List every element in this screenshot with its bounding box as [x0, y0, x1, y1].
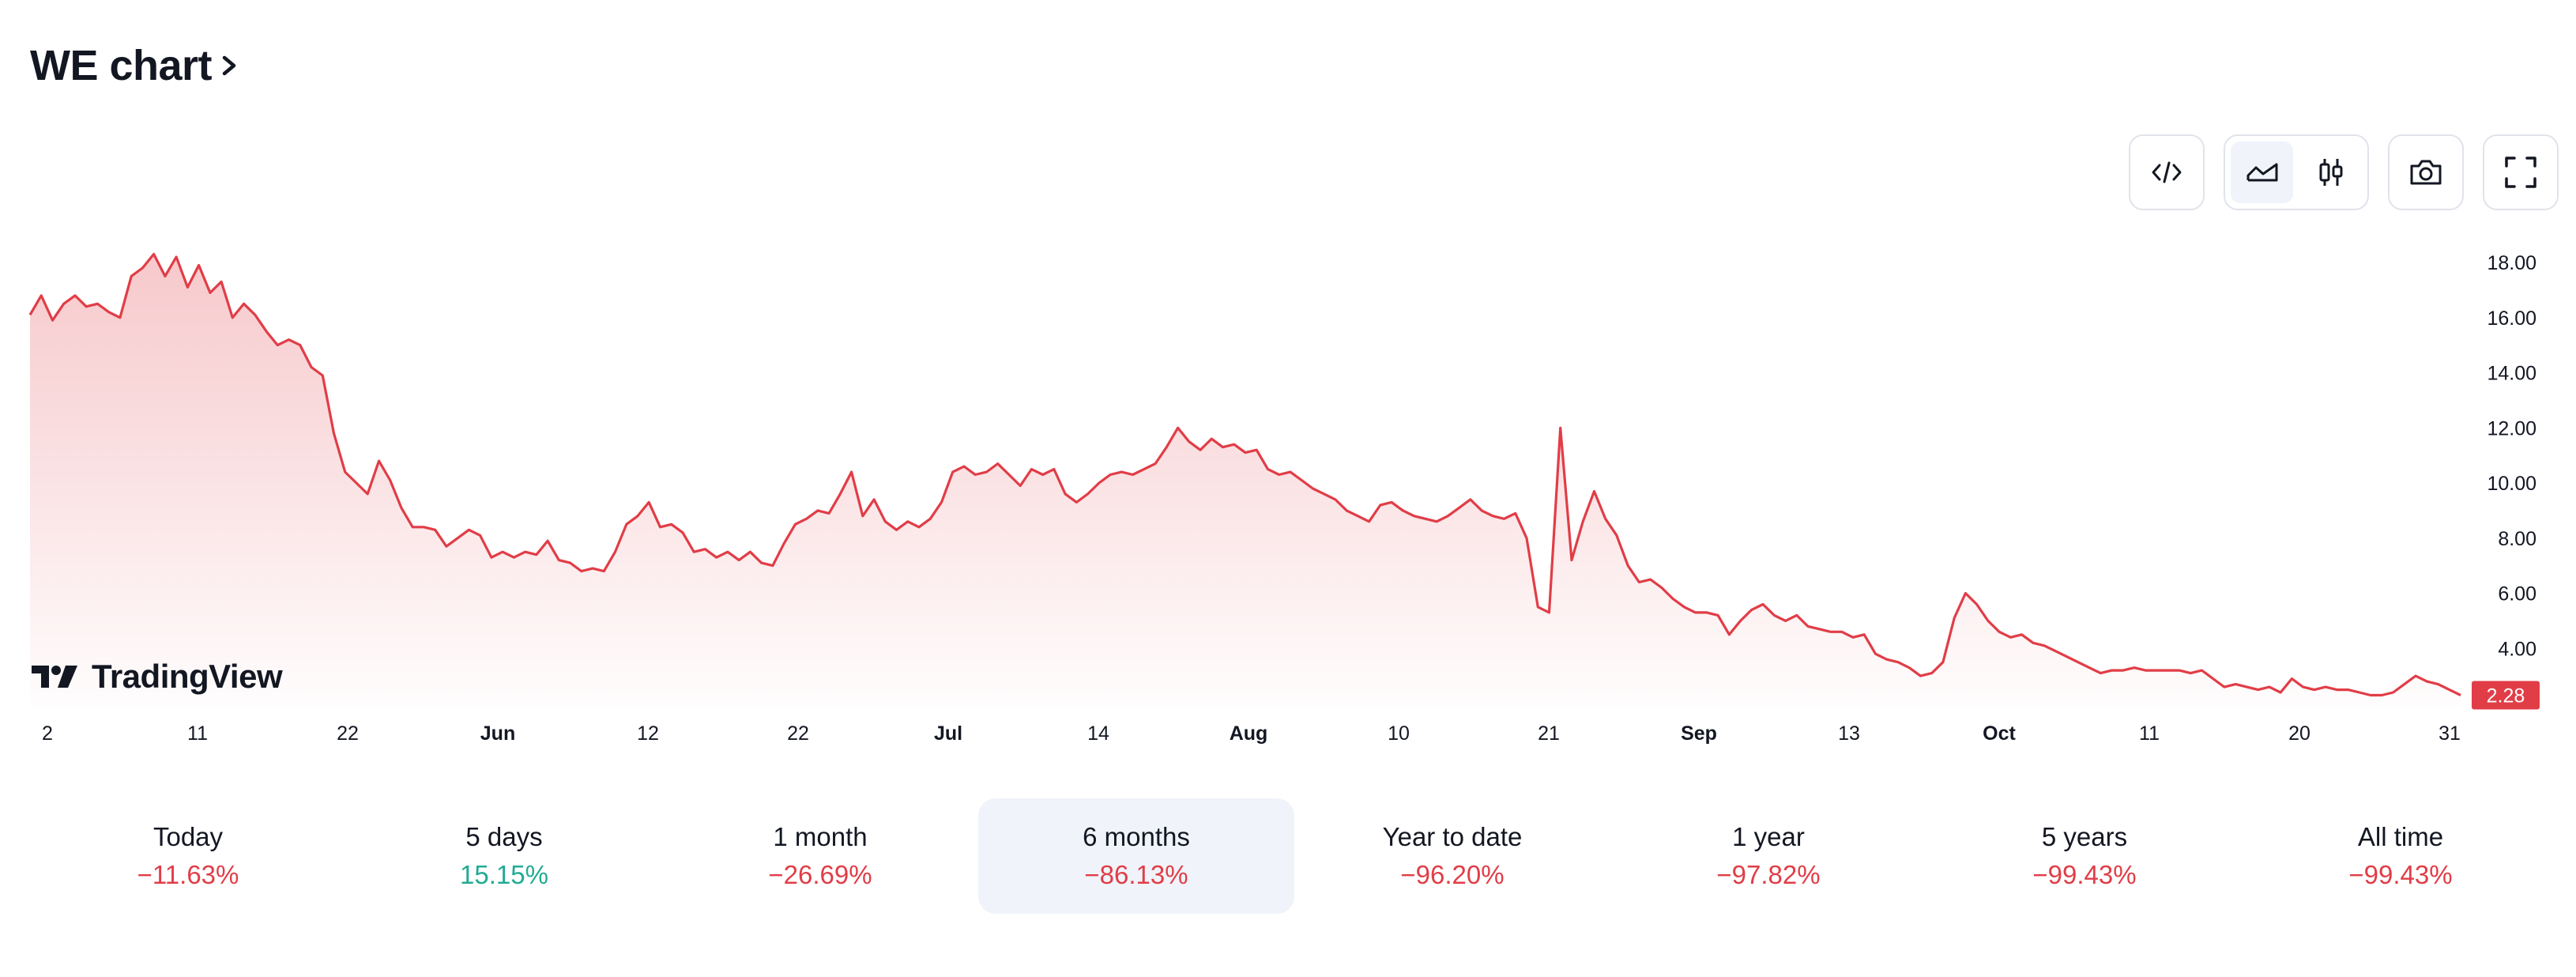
code-icon — [2152, 161, 2182, 183]
tradingview-logo[interactable]: TradingView — [32, 658, 283, 696]
page-title: WE chart — [30, 42, 213, 89]
period-change-value: −11.63% — [137, 860, 239, 889]
x-tick-label: 10 — [1388, 722, 1410, 745]
last-price-label: 2.28 — [2487, 685, 2525, 707]
period-tab[interactable]: Today −11.63% — [30, 798, 346, 914]
tradingview-logo-icon — [32, 666, 77, 688]
x-tick-label: Oct — [1983, 722, 2016, 745]
x-tick-label: 11 — [187, 722, 208, 745]
fullscreen-icon — [2505, 157, 2536, 188]
area-chart-icon — [2246, 163, 2277, 182]
y-tick-label: 6.00 — [2498, 583, 2536, 605]
area-chart-button[interactable] — [2231, 141, 2293, 203]
period-change-value: −96.20% — [1400, 860, 1505, 889]
chart-title-link[interactable]: WE chart — [30, 41, 240, 90]
period-change-value: −99.43% — [2348, 860, 2453, 889]
tradingview-logo-text: TradingView — [92, 658, 283, 695]
period-change-value: −86.13% — [1084, 860, 1188, 889]
y-tick-label: 4.00 — [2498, 638, 2536, 660]
embed-button[interactable] — [2129, 134, 2205, 210]
period-label: Year to date — [1382, 822, 1523, 851]
period-tab[interactable]: 5 days 15.15% — [346, 798, 662, 914]
x-tick-label: Jun — [480, 722, 515, 745]
camera-icon — [2410, 160, 2442, 185]
last-price-tag — [2472, 681, 2540, 710]
x-tick-label: Aug — [1230, 722, 1268, 745]
period-label: 6 months — [1083, 822, 1190, 851]
x-tick-label: 22 — [337, 722, 359, 745]
period-change-value: −26.69% — [768, 860, 872, 889]
fullscreen-button[interactable] — [2483, 134, 2559, 210]
period-tab[interactable]: All time −99.43% — [2243, 798, 2559, 914]
x-tick-label: 11 — [2139, 722, 2160, 745]
x-tick-label: 31 — [2439, 722, 2461, 745]
period-label: 1 year — [1732, 822, 1805, 851]
period-label: 5 days — [465, 822, 543, 851]
period-tab[interactable]: 5 years −99.43% — [1926, 798, 2243, 914]
x-tick-label: Jul — [934, 722, 962, 745]
period-label: All time — [2357, 822, 2444, 851]
period-tabs: Today −11.63% 5 days 15.15% 1 month −26.69% 6 … — [30, 798, 2559, 914]
x-tick-label: Sep — [1681, 722, 1717, 745]
period-change-value: −97.82% — [1716, 860, 1821, 889]
x-tick-label: 12 — [637, 722, 659, 745]
candlestick-icon — [2319, 159, 2342, 186]
y-tick-label: 14.00 — [2487, 363, 2536, 385]
snapshot-button[interactable] — [2388, 134, 2464, 210]
x-tick-label: 20 — [2288, 722, 2310, 745]
period-change-value: −99.43% — [2032, 860, 2137, 889]
x-tick-label: 2 — [42, 722, 53, 745]
y-tick-label: 18.00 — [2487, 252, 2536, 274]
period-tab[interactable]: Year to date −96.20% — [1294, 798, 1610, 914]
period-tab[interactable]: 6 months −86.13% — [978, 798, 1294, 914]
x-tick-label: 22 — [787, 722, 809, 745]
candle-chart-button[interactable] — [2299, 141, 2362, 203]
y-tick-label: 10.00 — [2487, 473, 2536, 495]
x-tick-label: 13 — [1838, 722, 1860, 745]
period-change-value: 15.15% — [460, 860, 548, 889]
period-tab[interactable]: 1 year −97.82% — [1610, 798, 1926, 914]
chart-type-toggle — [2224, 134, 2369, 210]
price-area — [30, 254, 2461, 707]
period-label: Today — [153, 822, 224, 851]
y-tick-label: 12.00 — [2487, 417, 2536, 439]
price-line — [28, 252, 2461, 697]
period-label: 1 month — [773, 822, 868, 851]
y-tick-label: 16.00 — [2487, 307, 2536, 330]
y-tick-label: 8.00 — [2498, 528, 2536, 550]
chevron-right-icon — [222, 55, 236, 76]
period-label: 5 years — [2041, 822, 2128, 851]
period-tab[interactable]: 1 month −26.69% — [662, 798, 978, 914]
x-tick-label: 14 — [1087, 722, 1109, 745]
x-tick-label: 21 — [1538, 722, 1560, 745]
